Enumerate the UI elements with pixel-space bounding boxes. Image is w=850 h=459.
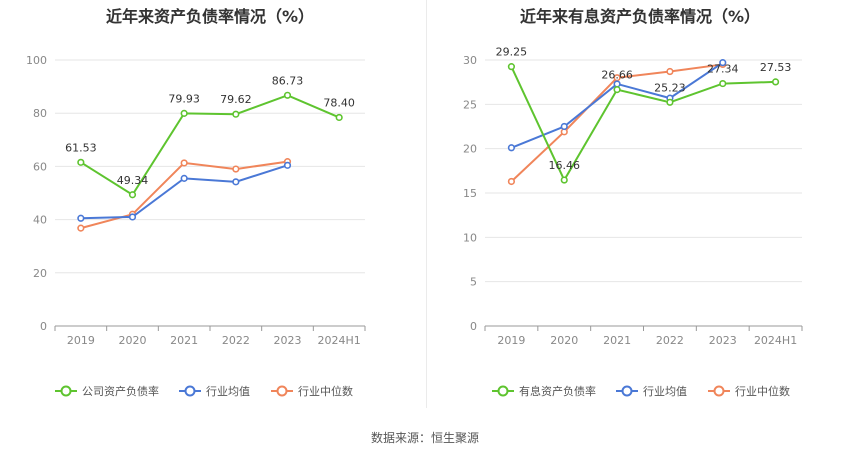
chart-divider [426, 0, 427, 408]
data-label: 26.66 [601, 69, 633, 82]
series-line-blue [80, 164, 288, 220]
legend-item-blue: 行业均值 [179, 385, 250, 398]
data-label: 27.34 [707, 63, 739, 76]
y-tick-label: 10 [463, 231, 477, 244]
x-tick-label: 2020 [550, 334, 578, 347]
data-point-orange [507, 177, 516, 186]
x-tick-label: 2020 [119, 334, 147, 347]
y-tick-label: 15 [463, 187, 477, 200]
data-point-green [232, 110, 240, 118]
data-point-blue [77, 214, 85, 222]
data-point-green [335, 113, 343, 122]
legend-label: 行业均值 [206, 385, 250, 398]
legend-label: 行业中位数 [298, 384, 353, 398]
legend-label: 有息资产负债率 [519, 384, 596, 398]
data-point-blue [560, 122, 568, 131]
x-tick-label: 2019 [67, 334, 95, 347]
legend-marker [184, 385, 196, 397]
data-label: 25.23 [654, 81, 686, 94]
y-tick-label: 30 [463, 54, 477, 67]
x-tick-label: 2021 [603, 334, 631, 347]
data-label: 86.73 [272, 74, 304, 87]
data-point-green [666, 98, 674, 106]
x-tick-label: 2022 [656, 334, 684, 347]
y-tick-label: 0 [40, 320, 47, 333]
legend-item-orange: 行业中位数 [271, 384, 353, 398]
data-point-green [77, 158, 85, 166]
x-tick-label: 2022 [222, 334, 250, 347]
series-line-green [80, 94, 340, 197]
data-point-green [613, 86, 621, 94]
data-point-green [180, 109, 188, 117]
data-point-green [507, 63, 516, 71]
data-label: 29.25 [496, 46, 528, 59]
legend-marker [276, 385, 288, 397]
y-tick-label: 0 [470, 320, 477, 333]
y-tick-label: 20 [33, 267, 47, 280]
data-point-blue [128, 213, 137, 221]
y-tick-label: 25 [463, 98, 477, 111]
data-point-green [771, 78, 780, 86]
x-tick-label: 2023 [709, 334, 737, 347]
data-label: 27.53 [760, 61, 792, 74]
data-point-blue [507, 144, 516, 152]
data-point-green [719, 79, 727, 88]
y-tick-label: 80 [33, 107, 47, 120]
series-line-green [510, 66, 776, 183]
x-tick-label: 2019 [497, 334, 525, 347]
y-tick-label: 5 [470, 276, 477, 289]
legend-marker [621, 385, 633, 397]
chart-title: 近年来有息资产负债率情况（%） [520, 7, 760, 26]
data-point-blue [283, 161, 292, 169]
data-point-orange [666, 67, 674, 76]
data-point-green [283, 91, 292, 99]
y-tick-label: 40 [33, 214, 47, 227]
legend-item-green: 公司资产负债率 [55, 384, 159, 398]
data-point-orange [232, 165, 240, 173]
data-point-green [560, 176, 568, 184]
legend-item-orange: 行业中位数 [708, 384, 790, 398]
data-label: 78.40 [323, 96, 355, 109]
y-tick-label: 100 [26, 54, 47, 67]
legend-item-blue: 行业均值 [616, 385, 687, 398]
legend-label: 行业中位数 [735, 384, 790, 398]
data-label: 16.46 [549, 159, 581, 172]
data-point-blue [232, 178, 240, 186]
legend-item-green: 有息资产负债率 [492, 384, 596, 398]
legend-marker [497, 385, 509, 397]
data-label: 61.53 [65, 141, 97, 154]
legend-marker [60, 385, 72, 397]
chart-1: 近年来资产负债率情况（%） 0 20 40 60 80 100 2019 2020 2021 202… [26, 7, 366, 398]
y-tick-label: 60 [33, 160, 47, 173]
legend-label: 行业均值 [643, 385, 687, 398]
x-tick-label: 2024H1 [318, 334, 361, 347]
chart-title: 近年来资产负债率情况（%） [106, 7, 314, 26]
data-point-green [128, 191, 137, 199]
data-label: 79.62 [220, 93, 252, 106]
data-point-blue [180, 174, 188, 182]
data-point-blue [613, 80, 621, 88]
data-point-orange [77, 224, 85, 232]
x-tick-label: 2021 [170, 334, 198, 347]
data-label: 49.34 [117, 174, 149, 187]
x-tick-label: 2024H1 [754, 334, 797, 347]
x-tick-label: 2023 [274, 334, 302, 347]
chart-2: 近年来有息资产负债率情况（%） 0 5 10 15 20 25 30 2019 2020 2021 2… [463, 7, 803, 398]
data-point-blue [719, 59, 727, 67]
data-point-orange [180, 159, 188, 167]
data-source-note: 数据来源：恒生聚源 [370, 431, 479, 445]
y-tick-label: 20 [463, 143, 477, 156]
legend-label: 公司资产负债率 [82, 384, 159, 398]
data-label: 79.93 [168, 92, 200, 105]
legend-marker [713, 385, 725, 397]
